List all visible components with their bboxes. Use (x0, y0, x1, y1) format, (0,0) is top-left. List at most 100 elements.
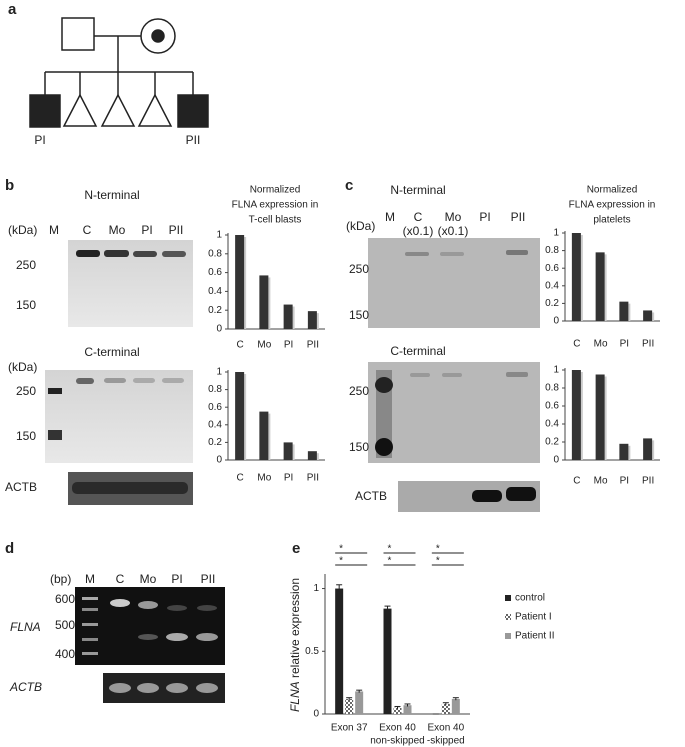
y-tick-label: 0 (216, 455, 222, 466)
marker-label: 500 (55, 618, 75, 632)
row-label: ACTB (355, 489, 387, 503)
panel-label: d (5, 540, 14, 557)
marker-label: 250 (349, 262, 369, 276)
y-tick-label: 0.8 (208, 384, 222, 395)
y-tick-label: 0.4 (208, 419, 222, 430)
y-tick-label: 0 (216, 324, 222, 335)
chart-title: Normalized (587, 185, 638, 196)
x-tick-label: PII (642, 476, 654, 487)
lane-label: Mo (140, 572, 157, 586)
chart-title: FLNA expression in (232, 200, 319, 211)
panel-label: e (292, 540, 300, 557)
lane-label: Mo (109, 223, 126, 237)
lane-note: (x0.1) (438, 224, 469, 238)
marker-label: 150 (349, 308, 369, 322)
y-axis-gene: FLNA (288, 681, 302, 712)
pedigree (29, 17, 209, 128)
bar (643, 438, 653, 460)
x-tick-label: PII (642, 339, 654, 350)
legend-label: Patient II (515, 631, 554, 642)
lane-label: M (85, 572, 95, 586)
unit: (kDa) (346, 219, 375, 233)
lane-label: Mo (445, 210, 462, 224)
blot-image (368, 238, 540, 512)
x-tick-label: Exon 40 (427, 723, 464, 734)
x-tick-label: non-skipped (370, 736, 424, 747)
lane-label: PI (141, 223, 152, 237)
y-tick-label: 0.6 (208, 402, 222, 413)
y-tick-label: 0.5 (305, 646, 319, 657)
bar (571, 370, 581, 460)
lane-note: (x0.1) (403, 224, 434, 238)
x-tick-label: PI (284, 340, 293, 351)
bar (403, 705, 412, 714)
bar (571, 233, 581, 321)
significance-mark: * (436, 544, 440, 555)
y-tick-label: 1 (216, 367, 222, 378)
x-tick-label: C (573, 476, 580, 487)
lane-label: M (49, 223, 59, 237)
x-tick-label: PI (284, 473, 293, 484)
y-axis-text: relative expression (288, 578, 302, 678)
x-tick-label: PII (307, 473, 319, 484)
bar (307, 451, 317, 460)
bar (235, 235, 245, 329)
lane-label: C (116, 572, 125, 586)
bar (383, 608, 392, 714)
bar (619, 443, 629, 460)
marker-label: 250 (349, 384, 369, 398)
bar (393, 707, 402, 714)
y-tick-label: 1 (553, 365, 559, 376)
bar (441, 703, 450, 714)
lane-label: PII (511, 210, 526, 224)
x-tick-label: C (237, 473, 244, 484)
x-tick-label: Mo (257, 473, 271, 484)
x-tick-label: Exon 40 (379, 723, 416, 734)
x-tick-label: PI (620, 339, 629, 350)
lane-label: PII (201, 572, 216, 586)
bar (595, 374, 605, 460)
blot-title: C-terminal (390, 344, 445, 358)
y-tick-label: 0.4 (545, 419, 559, 430)
lane-label: PI (479, 210, 490, 224)
significance-mark: * (436, 556, 440, 567)
marker-label: 250 (16, 384, 36, 398)
significance-mark: * (339, 544, 343, 555)
legend-label: Patient I (515, 612, 552, 623)
chart-title: T-cell blasts (249, 215, 302, 226)
bar (619, 301, 629, 321)
bar (307, 311, 317, 329)
lane-label: PI (171, 572, 182, 586)
x-tick-label: C (237, 340, 244, 351)
y-axis-title: FLNA relative expression (288, 578, 302, 712)
y-tick-label: 1 (553, 228, 559, 239)
y-tick-label: 0.2 (208, 437, 222, 448)
bar (335, 588, 344, 714)
row-label: ACTB (9, 680, 42, 694)
y-tick-label: 0.8 (208, 248, 222, 259)
lane-label: M (385, 210, 395, 224)
y-tick-label: 0.2 (545, 298, 559, 309)
y-tick-label: 0.2 (545, 437, 559, 448)
bar (595, 252, 605, 321)
y-tick-label: 0.4 (208, 286, 222, 297)
row-label: FLNA (10, 620, 41, 634)
marker-label: 150 (16, 298, 36, 312)
bar (643, 310, 653, 321)
y-tick-label: 0.8 (545, 245, 559, 256)
unit: (bp) (50, 572, 71, 586)
panel-label: b (5, 177, 14, 194)
member-label: PI (34, 133, 45, 147)
bar (355, 691, 364, 714)
bar (283, 442, 293, 460)
bar (451, 698, 460, 714)
blot-title: C-terminal (84, 345, 139, 359)
y-tick-label: 1 (313, 583, 319, 594)
significance-mark: * (388, 544, 392, 555)
chart-title: platelets (593, 215, 630, 226)
unit: (kDa) (8, 223, 37, 237)
legend-swatch (505, 614, 511, 620)
x-tick-label: PI (620, 476, 629, 487)
significance-mark: * (339, 556, 343, 567)
